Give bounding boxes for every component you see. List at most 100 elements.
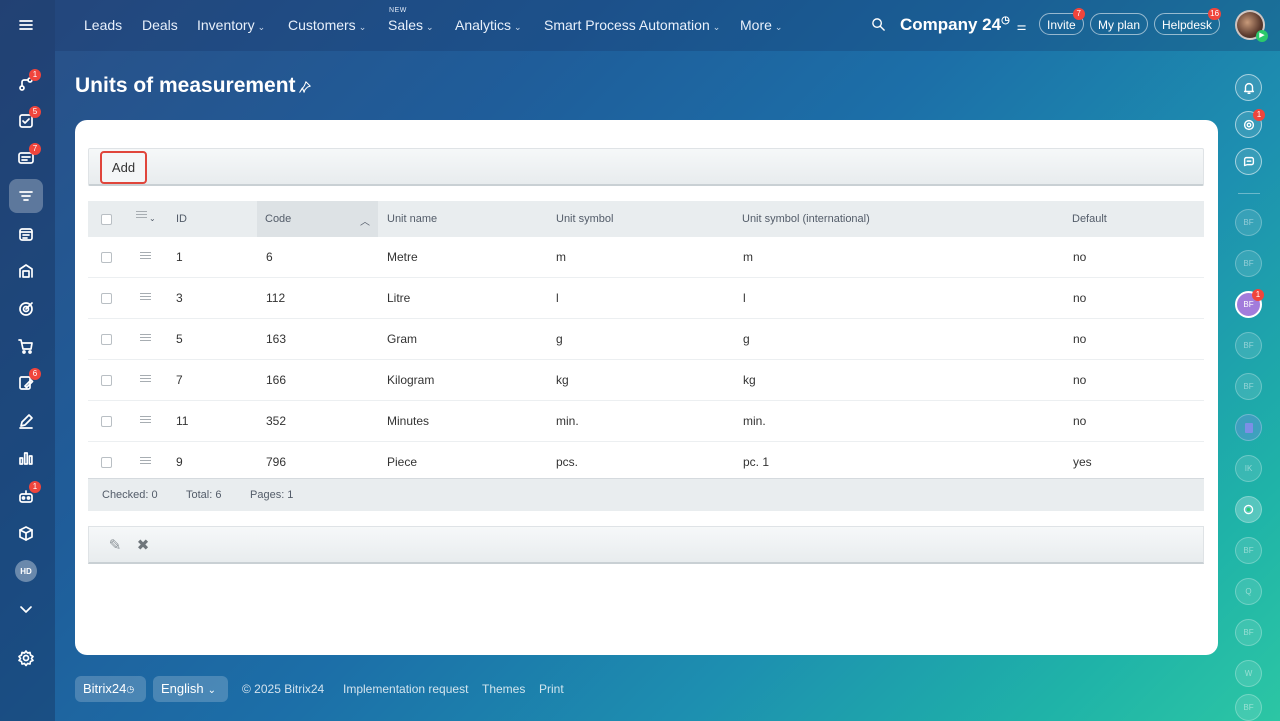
column-header-default[interactable]: Default xyxy=(1072,213,1107,225)
implementation-request-link[interactable]: Implementation request xyxy=(343,682,469,696)
helpdesk-button[interactable]: Helpdesk 16 xyxy=(1154,8,1222,35)
column-settings-icon[interactable] xyxy=(136,211,147,219)
edit-pencil-icon[interactable]: ✎ xyxy=(108,537,122,554)
row-actions-icon[interactable] xyxy=(140,293,151,301)
tasks-icon[interactable]: 5 xyxy=(9,104,43,138)
add-button[interactable]: Add xyxy=(100,151,147,184)
themes-link[interactable]: Themes xyxy=(482,682,526,696)
right-rail-separator xyxy=(1238,193,1260,194)
table-row[interactable]: 11 352 Minutes min. min. no xyxy=(88,401,1204,442)
contact-avatar-book-icon[interactable] xyxy=(1235,414,1262,441)
column-header-unit-symbol-international[interactable]: Unit symbol (international) xyxy=(742,213,870,225)
nav-sales[interactable]: Sales ⌄ xyxy=(388,17,434,33)
row-checkbox[interactable] xyxy=(101,334,112,345)
contact-avatar[interactable]: BF xyxy=(1235,619,1262,646)
select-all-checkbox[interactable] xyxy=(101,214,112,225)
invite-button[interactable]: Invite 7 xyxy=(1039,8,1085,35)
company-name[interactable]: Company 24◷ ⚌ xyxy=(900,15,1027,34)
row-checkbox[interactable] xyxy=(101,457,112,468)
left-sidebar: 1 5 7 6 1 HD xyxy=(0,0,55,721)
table-row[interactable]: 1 6 Metre m m no xyxy=(88,237,1204,278)
cell-code: 112 xyxy=(266,291,286,305)
row-checkbox[interactable] xyxy=(101,293,112,304)
cell-unit-symbol-intl: g xyxy=(743,332,750,346)
contact-avatar[interactable]: IK xyxy=(1235,455,1262,482)
nav-deals[interactable]: Deals xyxy=(142,17,178,33)
contact-avatar[interactable]: BF xyxy=(1235,250,1262,277)
play-icon: ▶ xyxy=(1256,30,1268,42)
row-actions-icon[interactable] xyxy=(140,334,151,342)
table-row[interactable]: 9 796 Piece pcs. pc. 1 yes xyxy=(88,442,1204,483)
table-row[interactable]: 7 166 Kilogram kg kg no xyxy=(88,360,1204,401)
language-select[interactable]: English ⌄ xyxy=(153,676,228,702)
column-header-unit-symbol[interactable]: Unit symbol xyxy=(556,213,614,225)
messenger-icon[interactable]: 7 xyxy=(9,141,43,175)
contact-avatar-copilot-icon[interactable] xyxy=(1235,496,1262,523)
settings-gear-icon[interactable] xyxy=(9,641,43,675)
nav-analytics[interactable]: Analytics ⌄ xyxy=(455,17,522,33)
row-actions-icon[interactable] xyxy=(140,416,151,424)
cell-default: no xyxy=(1073,250,1087,264)
settings-sliders-icon[interactable]: ⚌ xyxy=(1016,21,1027,33)
shop-cart-icon[interactable] xyxy=(9,329,43,363)
grid-footer: Checked: 0 Total: 6 Pages: 1 xyxy=(88,478,1204,511)
documents-sign-icon[interactable]: 6 xyxy=(9,366,43,400)
chevron-down-icon: ⌄ xyxy=(358,22,367,32)
user-avatar[interactable]: ▶ xyxy=(1235,10,1268,42)
table-row[interactable]: 3 112 Litre l l no xyxy=(88,278,1204,319)
reports-chart-icon[interactable] xyxy=(9,441,43,475)
nav-leads[interactable]: Leads xyxy=(84,17,123,33)
row-actions-icon[interactable] xyxy=(140,375,151,383)
contact-avatar[interactable]: BF xyxy=(1235,209,1262,236)
copilot-icon[interactable]: 1 xyxy=(1235,109,1265,138)
contact-avatar[interactable]: Q xyxy=(1235,578,1262,605)
book-icon xyxy=(1244,422,1253,433)
delete-x-icon[interactable]: ✖ xyxy=(136,537,150,554)
automation-robot-icon[interactable]: 1 xyxy=(9,479,43,513)
calendar-icon[interactable] xyxy=(9,217,43,251)
bitrix24-brand-button[interactable]: Bitrix24◷ xyxy=(75,676,146,702)
menu-icon[interactable] xyxy=(9,8,43,42)
target-icon[interactable] xyxy=(9,292,43,326)
contact-avatar[interactable]: BF xyxy=(1235,373,1262,400)
nav-smart-process-automation[interactable]: Smart Process Automation ⌄ xyxy=(544,17,721,33)
nav-customers[interactable]: Customers ⌄ xyxy=(288,17,367,33)
contact-avatar-active[interactable]: BF 1 xyxy=(1235,289,1264,318)
column-header-code[interactable]: Code xyxy=(265,213,292,225)
pen-icon[interactable] xyxy=(9,404,43,438)
chat-sync-icon[interactable] xyxy=(1235,148,1262,175)
row-actions-icon[interactable] xyxy=(140,252,151,260)
cell-id: 7 xyxy=(176,373,183,387)
grid-header: ⌄ ID Code ︿ Unit name Unit symbol Unit s… xyxy=(88,201,1204,237)
notifications-bell-icon[interactable] xyxy=(1235,74,1262,101)
invite-badge: 7 xyxy=(1072,8,1085,20)
row-checkbox[interactable] xyxy=(101,252,112,263)
hd-avatar-button[interactable]: HD xyxy=(9,554,43,588)
documents-badge: 6 xyxy=(29,368,41,380)
column-header-unit-name[interactable]: Unit name xyxy=(387,213,438,225)
column-header-id[interactable]: ID xyxy=(176,213,187,225)
contact-avatar[interactable]: BF xyxy=(1235,694,1262,721)
warehouse-icon[interactable] xyxy=(9,254,43,288)
chevron-down-icon[interactable] xyxy=(9,592,43,626)
sort-ascending-icon[interactable]: ︿ xyxy=(360,217,370,228)
table-row[interactable]: 5 163 Gram g g no xyxy=(88,319,1204,360)
row-actions-icon[interactable] xyxy=(140,457,151,465)
pin-icon[interactable] xyxy=(298,80,312,94)
row-checkbox[interactable] xyxy=(101,375,112,386)
search-icon[interactable] xyxy=(871,17,886,32)
nav-more[interactable]: More ⌄ xyxy=(740,17,783,33)
row-checkbox[interactable] xyxy=(101,416,112,427)
box-icon[interactable] xyxy=(9,517,43,551)
crm-filter-icon[interactable] xyxy=(9,179,43,213)
contact-avatar[interactable]: W xyxy=(1235,660,1262,687)
cell-unit-name: Litre xyxy=(387,291,411,305)
messenger-badge: 7 xyxy=(29,143,41,155)
contact-avatar[interactable]: BF xyxy=(1235,332,1262,359)
activity-stream-icon[interactable]: 1 xyxy=(9,67,43,101)
contact-avatar[interactable]: BF xyxy=(1235,537,1262,564)
column-header-code-sorted[interactable] xyxy=(257,201,378,237)
nav-inventory[interactable]: Inventory ⌄ xyxy=(197,17,266,33)
my-plan-button[interactable]: My plan xyxy=(1090,13,1149,35)
print-link[interactable]: Print xyxy=(539,682,564,696)
